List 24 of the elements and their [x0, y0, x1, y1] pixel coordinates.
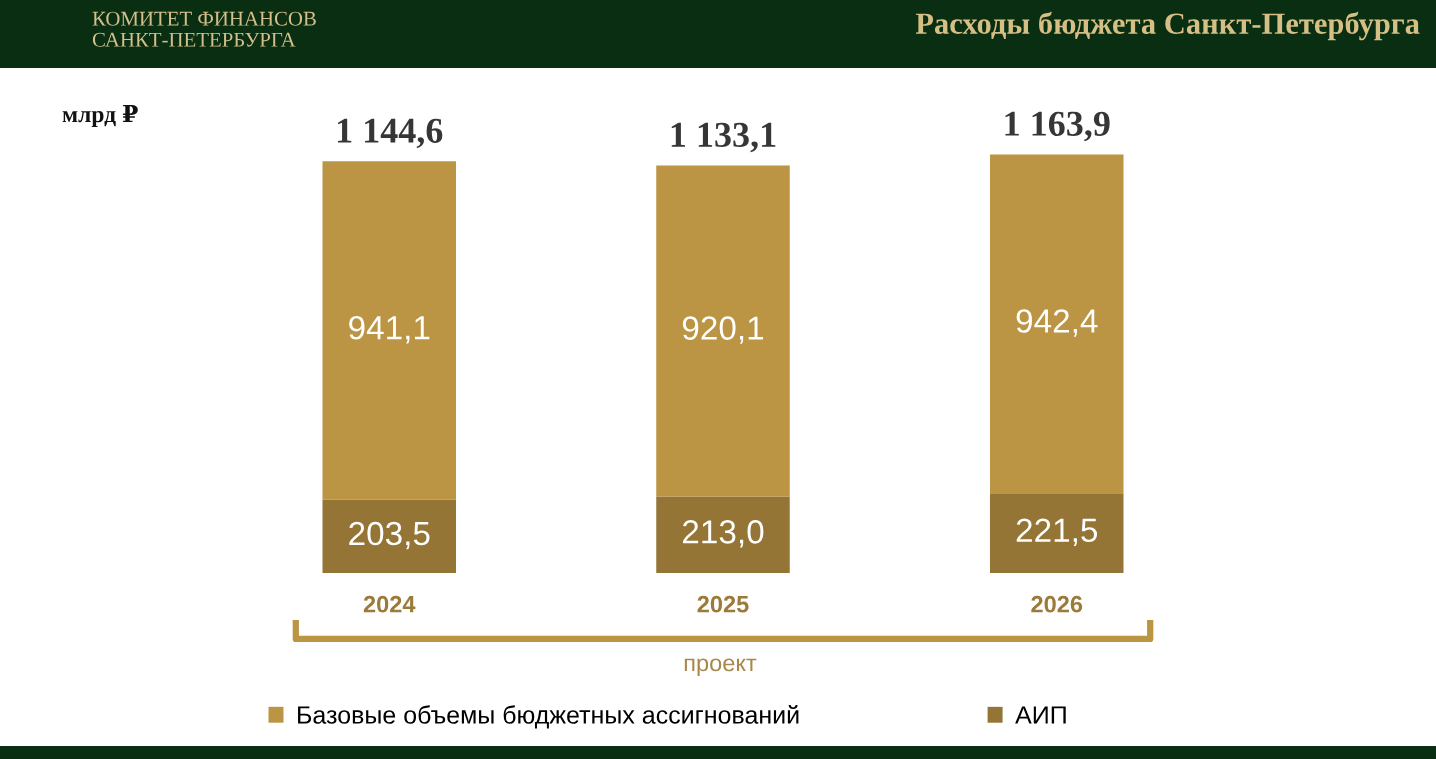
data-label: 941,1 [349, 315, 430, 344]
bar [322, 161, 456, 500]
data-label: 942,4 [1016, 309, 1098, 337]
text: КОМИТЕТ ФИНАНСОВ САНКТ-ПЕТЕРБУРГА [92, 11, 316, 47]
x-tick-label: 2025 [697, 595, 749, 613]
data-label: 920,1 [682, 316, 764, 344]
bar [656, 496, 790, 573]
legend-label: Базовые объемы бюджетных ассигнований [298, 705, 799, 729]
data-label: 203,5 [349, 521, 430, 550]
bar [990, 154, 1124, 494]
bar [656, 165, 790, 497]
total-label: 1 144,6 [337, 118, 443, 149]
chart-title: Расходы бюджета Санкт-Петербурга [915, 11, 1420, 41]
x-tick-label: 2024 [363, 595, 416, 613]
data-label: 213,0 [682, 520, 764, 548]
total-label: 1 133,1 [671, 122, 776, 153]
total-label: 1 163,9 [1005, 111, 1110, 142]
legend-label: АИП [1015, 706, 1066, 724]
bar [990, 493, 1124, 573]
bar [322, 499, 456, 573]
x-tick-label: 2026 [1031, 595, 1083, 613]
text: проект [684, 658, 757, 677]
y-axis-title: млрд ₽ [62, 104, 138, 128]
data-label: 221,5 [1016, 518, 1098, 547]
